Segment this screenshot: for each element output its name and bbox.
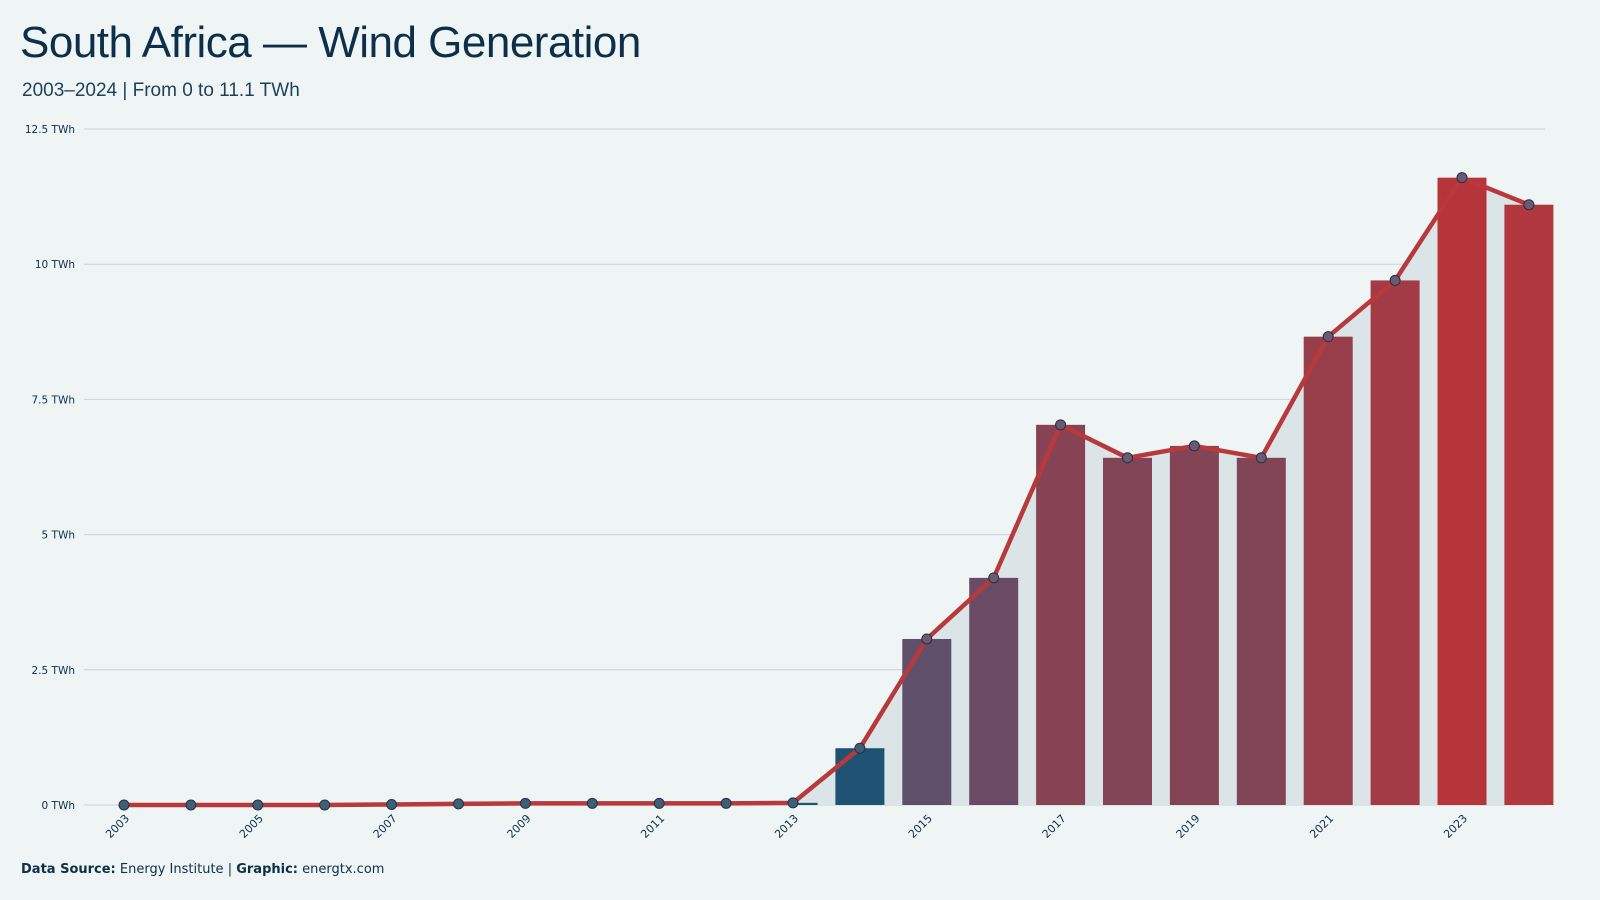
y-axis-ticks: 0 TWh 2.5 TWh 5 TWh 7.5 TWh 10 TWh 12.5 TWh xyxy=(25,124,75,812)
marker-2013 xyxy=(787,797,799,809)
marker-2003 xyxy=(118,799,130,811)
y-tick-label: 7.5 TWh xyxy=(32,394,76,406)
bar-2016 xyxy=(969,577,1019,805)
marker-2007 xyxy=(386,798,398,810)
y-tick-label: 12.5 TWh xyxy=(25,124,75,136)
series-line xyxy=(121,175,1532,808)
markers xyxy=(118,172,1535,811)
marker-2020 xyxy=(1255,452,1267,464)
marker-2004 xyxy=(185,799,197,811)
y-tick-label: 5 TWh xyxy=(42,530,75,542)
chart-footer: Data Source: Energy Institute | Graphic:… xyxy=(21,862,384,877)
source-label: Data Source: xyxy=(21,862,116,877)
x-tick-label: 2005 xyxy=(237,812,266,841)
bar-2020 xyxy=(1236,457,1286,805)
marker-2005 xyxy=(252,799,264,811)
marker-2008 xyxy=(453,798,464,810)
marker-2019 xyxy=(1188,440,1200,452)
trend-line xyxy=(121,175,1532,808)
marker-2024 xyxy=(1523,199,1535,211)
bar-2021 xyxy=(1303,336,1353,805)
x-tick-label: 2007 xyxy=(371,812,400,841)
y-tick-label: 0 TWh xyxy=(42,800,75,812)
marker-2014 xyxy=(854,742,866,754)
x-tick-label: 2021 xyxy=(1307,812,1336,841)
x-tick-label: 2011 xyxy=(638,812,667,841)
marker-2010 xyxy=(586,797,598,809)
marker-2023 xyxy=(1456,172,1468,184)
marker-2017 xyxy=(1055,419,1067,431)
x-axis-ticks: 2003 2005 2007 2009 2011 2013 2015 2017 2019 2021… xyxy=(103,812,1470,841)
marker-2011 xyxy=(653,797,665,809)
footer-separator: | xyxy=(227,862,233,877)
x-tick-label: 2017 xyxy=(1040,812,1069,841)
y-tick-label: 10 TWh xyxy=(35,259,75,271)
bar-2023 xyxy=(1437,177,1487,805)
x-tick-label: 2009 xyxy=(505,812,534,841)
y-tick-label: 2.5 TWh xyxy=(32,665,76,677)
bar-2017 xyxy=(1036,424,1086,805)
marker-2021 xyxy=(1322,331,1334,343)
source-value: Energy Institute xyxy=(119,862,224,877)
chart-title: South Africa — Wind Generation xyxy=(20,18,641,67)
bars xyxy=(367,177,1554,805)
marker-2015 xyxy=(921,633,933,645)
x-tick-label: 2015 xyxy=(906,812,935,841)
marker-2022 xyxy=(1389,274,1401,286)
bar-2022 xyxy=(1370,280,1420,805)
x-tick-label: 2019 xyxy=(1174,812,1203,841)
bar-2019 xyxy=(1169,445,1219,805)
marker-2016 xyxy=(988,572,1000,584)
chart-subtitle: 2003–2024 | From 0 to 11.1 TWh xyxy=(22,80,300,101)
marker-2012 xyxy=(720,797,732,809)
x-tick-label: 2003 xyxy=(103,812,132,841)
marker-2009 xyxy=(519,797,531,809)
graphic-value: energtx.com xyxy=(302,862,385,877)
marker-2018 xyxy=(1122,452,1133,464)
marker-2006 xyxy=(319,799,331,811)
bar-2018 xyxy=(1103,457,1152,805)
bar-2024 xyxy=(1504,204,1554,805)
x-tick-label: 2023 xyxy=(1441,812,1470,841)
x-tick-label: 2013 xyxy=(772,812,801,841)
bar-2014 xyxy=(835,748,885,805)
graphic-label: Graphic: xyxy=(236,862,298,877)
